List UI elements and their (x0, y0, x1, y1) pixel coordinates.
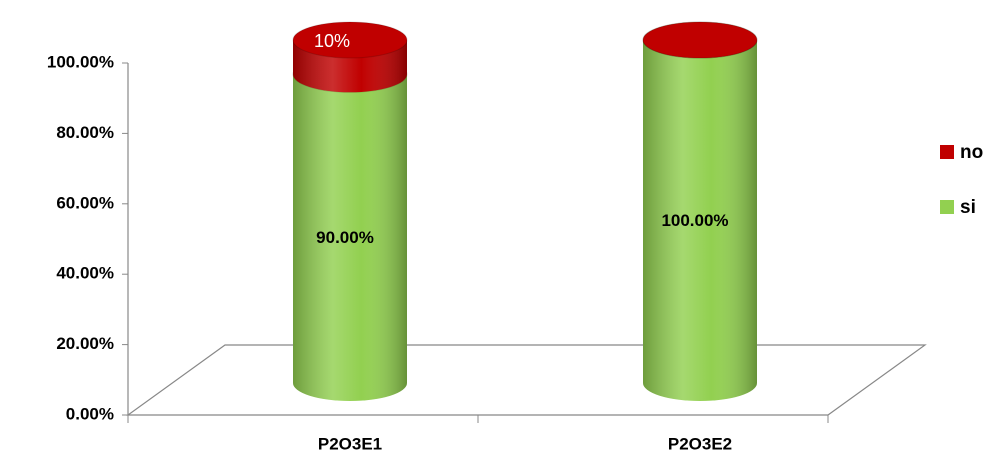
y-tick-label: 80.00% (56, 123, 114, 142)
data-label: 100.00% (661, 211, 728, 230)
x-tick-label: P2O3E1 (318, 434, 382, 453)
y-tick-label: 100.00% (47, 52, 114, 71)
bar-cap (292, 21, 408, 59)
bar-cap (642, 21, 758, 59)
data-label: 10% (314, 31, 350, 51)
legend-swatch (940, 200, 954, 214)
y-tick-label: 60.00% (56, 193, 114, 212)
legend-label: si (960, 197, 976, 218)
y-tick-label: 20.00% (56, 334, 114, 353)
y-tick-label: 40.00% (56, 264, 114, 283)
floor (126, 344, 927, 416)
y-tick-label: 0.00% (66, 404, 114, 423)
legend-label: no (960, 142, 983, 163)
bar-shade (643, 40, 757, 401)
data-label: 90.00% (316, 228, 374, 247)
bar-shade (293, 74, 407, 402)
x-tick-label: P2O3E2 (668, 434, 732, 453)
legend-swatch (940, 145, 954, 159)
